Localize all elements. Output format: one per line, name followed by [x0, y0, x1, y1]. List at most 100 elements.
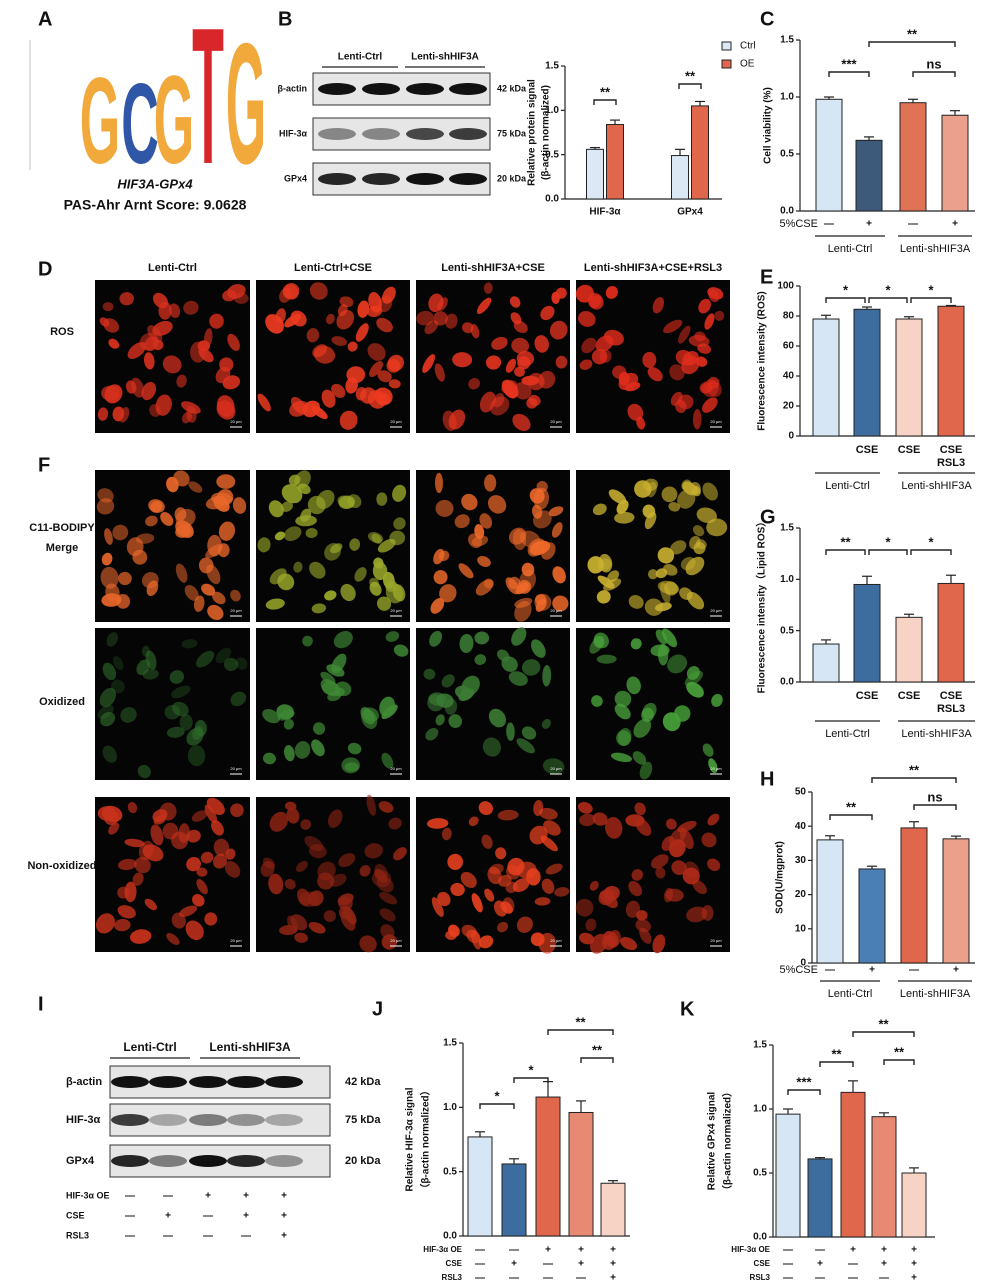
condition-value: +: [866, 219, 872, 230]
scale-bar-label: 20 μm: [710, 608, 722, 613]
blot-band: [149, 1076, 187, 1088]
column-title: Lenti-Ctrl: [148, 262, 197, 274]
significance-label: **: [840, 534, 851, 549]
y-axis-label: Cell viability (%): [763, 87, 774, 164]
cell: [279, 925, 298, 936]
cell: [211, 820, 224, 836]
cell: [614, 690, 632, 708]
cell: [442, 410, 457, 431]
cell: [172, 701, 189, 717]
scale-bar-label: 20 μm: [710, 766, 722, 771]
cell: [505, 864, 521, 880]
cell: [339, 410, 358, 430]
cell: [591, 348, 608, 365]
cell: [99, 317, 110, 327]
cell: [521, 562, 535, 577]
blot-band: [189, 1155, 227, 1167]
cell: [536, 481, 548, 493]
panel-label: K: [680, 998, 695, 1020]
cell: [632, 751, 647, 765]
cell: [366, 794, 376, 816]
y-tick-label: 0.5: [753, 1168, 767, 1179]
y-tick-label: 1.0: [753, 1104, 767, 1115]
cell: [289, 400, 309, 417]
cell: [142, 844, 164, 862]
cell: [585, 918, 597, 932]
y-tick-label: 1.5: [780, 523, 794, 534]
cell: [575, 898, 594, 917]
cell: [521, 659, 541, 676]
cell: [669, 540, 687, 555]
cell: [277, 709, 295, 721]
cell: [700, 383, 714, 394]
cell: [429, 630, 443, 647]
scale-bar-label: 20 μm: [390, 938, 402, 943]
condition-value: +: [578, 1245, 584, 1256]
cell: [618, 372, 639, 391]
condition-value: —: [509, 1245, 519, 1256]
cell: [338, 853, 356, 868]
cell: [614, 703, 631, 720]
cell: [378, 801, 394, 813]
cell: [493, 900, 507, 917]
cell: [692, 408, 702, 430]
cell: [311, 405, 328, 420]
cell: [647, 367, 663, 382]
size-label: 20 kDa: [497, 173, 527, 183]
y-tick-label: 20: [795, 889, 807, 900]
cell: [331, 383, 346, 398]
cell: [579, 359, 593, 370]
cell: [642, 351, 657, 369]
bar: [941, 114, 969, 212]
blot-band: [318, 128, 356, 140]
x-tick-label: CSE: [940, 690, 963, 702]
cell: [347, 341, 358, 352]
cell: [141, 381, 157, 401]
cell: [517, 579, 532, 594]
cell: [311, 739, 325, 757]
cell: [661, 836, 675, 851]
cell: [625, 814, 645, 827]
cell: [206, 797, 225, 815]
cell: [135, 533, 155, 544]
cell: [431, 897, 444, 917]
cell: [114, 918, 131, 932]
cell: [684, 670, 703, 687]
cell: [102, 745, 117, 763]
blot-band: [449, 173, 487, 185]
cell: [262, 709, 280, 724]
significance-label: ns: [927, 789, 942, 804]
condition-value: —: [543, 1273, 553, 1284]
cell: [102, 662, 117, 681]
cell: [593, 632, 609, 649]
significance-bracket: [829, 814, 873, 820]
cell: [577, 801, 593, 814]
cell: [104, 528, 113, 545]
cell: [474, 524, 485, 540]
logo-letter: G: [80, 52, 120, 189]
cell: [364, 843, 383, 859]
cell: [554, 887, 570, 897]
cell: [181, 639, 198, 649]
y-tick-label: 1.0: [780, 574, 794, 585]
y-axis-label: Fluorescence intensity（Lipid ROS）: [755, 517, 768, 694]
cell: [534, 897, 551, 906]
condition-name: CSE: [66, 1210, 85, 1220]
cell: [201, 583, 216, 596]
cell: [194, 719, 207, 737]
cell: [501, 656, 518, 672]
panel-label: E: [760, 266, 773, 288]
condition-name: 5%CSE: [779, 964, 818, 976]
cell: [306, 328, 320, 343]
significance-label: *: [928, 534, 934, 549]
y-axis-label: Relative HIF-3α signal: [405, 1087, 416, 1191]
cell: [513, 320, 528, 334]
blot-band: [406, 128, 444, 140]
cell: [329, 873, 347, 887]
cell: [232, 497, 247, 514]
y-tick-label: 30: [795, 855, 807, 866]
cell: [617, 727, 632, 746]
cell: [578, 310, 596, 327]
cell: [212, 591, 226, 605]
cell: [605, 286, 618, 299]
